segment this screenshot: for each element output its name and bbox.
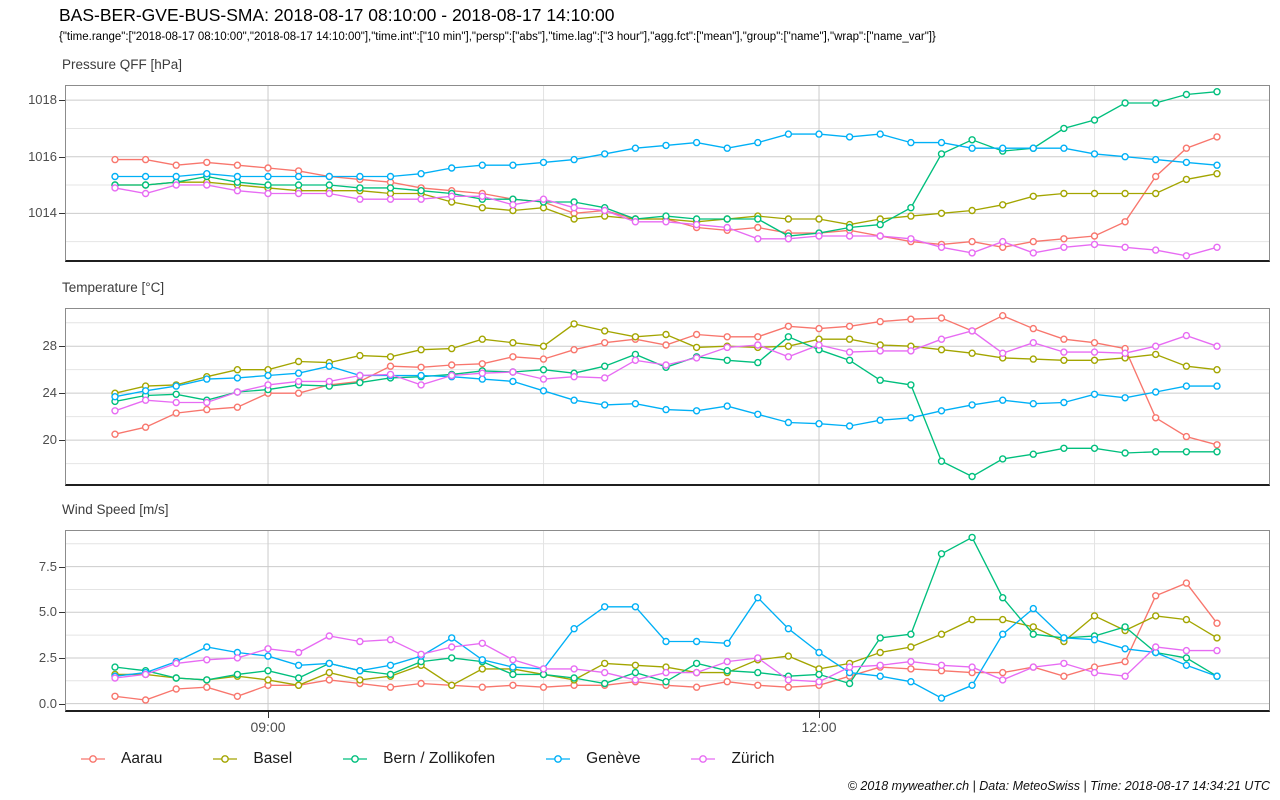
y-tick-label: 1014 (28, 205, 57, 221)
y-tick-mark (59, 566, 65, 568)
y-tick-mark (59, 156, 65, 158)
y-tick-mark (59, 100, 65, 102)
x-tick-label: 09:00 (250, 719, 286, 735)
pressure-panel-title: Pressure QFF [hPa] (62, 57, 183, 72)
y-tick-label: 24 (42, 385, 57, 401)
pressure-chart (66, 86, 1269, 260)
pressure-plot-area: 1014 1016 1018 (28, 85, 1270, 262)
x-tick-mark (268, 712, 270, 718)
legend-item-geneve: Genève (543, 750, 640, 768)
x-tick-label: 12:00 (801, 719, 837, 735)
y-tick-mark (59, 703, 65, 705)
legend-label: Genève (586, 750, 641, 767)
y-tick-label: 5.0 (38, 604, 57, 620)
legend-label: Basel (253, 750, 293, 767)
legend-item-bern: Bern / Zollikofen (340, 750, 495, 768)
y-tick-mark (59, 657, 65, 659)
zurich-series-key-icon (691, 755, 716, 763)
wind-panel-title: Wind Speed [m/s] (62, 502, 169, 517)
y-tick-mark (59, 440, 65, 442)
basel-series-key-icon (213, 755, 238, 763)
y-tick-mark (59, 346, 65, 348)
geneve-series-key-icon (546, 755, 571, 763)
y-tick-label: 28 (42, 338, 57, 354)
y-tick-mark (59, 213, 65, 215)
legend: Aarau Basel Bern / Zollikofen Genève Zür… (78, 750, 775, 768)
legend-label: Zürich (731, 750, 775, 767)
page-title: BAS-BER-GVE-BUS-SMA: 2018-08-17 08:10:00… (59, 5, 615, 25)
legend-item-zurich: Zürich (688, 750, 775, 768)
y-tick-label: 20 (42, 432, 57, 448)
temperature-plot-area: 20 24 28 (43, 308, 1270, 486)
query-config-subtitle: {"time.range":["2018-08-17 08:10:00","20… (59, 31, 936, 43)
x-tick-mark (819, 712, 821, 718)
legend-item-basel: Basel (210, 750, 292, 768)
aarau-series-key-icon (81, 755, 105, 763)
legend-item-aarau: Aarau (78, 750, 162, 768)
y-tick-label: 2.5 (38, 649, 57, 665)
y-tick-label: 1016 (28, 148, 57, 164)
y-tick-mark (59, 612, 65, 614)
y-tick-mark (59, 393, 65, 395)
y-tick-label: 0.0 (38, 695, 57, 711)
temperature-chart (66, 309, 1269, 484)
temperature-panel-title: Temperature [°C] (62, 280, 165, 295)
y-tick-label: 7.5 (38, 558, 57, 574)
copyright-footer: © 2018 myweather.ch | Data: MeteoSwiss |… (847, 779, 1270, 793)
wind-plot-area: 0.0 2.5 5.0 7.5 09:00 12:00 (39, 530, 1270, 735)
legend-label: Aarau (121, 750, 163, 767)
y-tick-label: 1018 (28, 92, 57, 108)
wind-chart (66, 531, 1269, 710)
legend-label: Bern / Zollikofen (383, 750, 496, 767)
bern-series-key-icon (343, 755, 368, 763)
